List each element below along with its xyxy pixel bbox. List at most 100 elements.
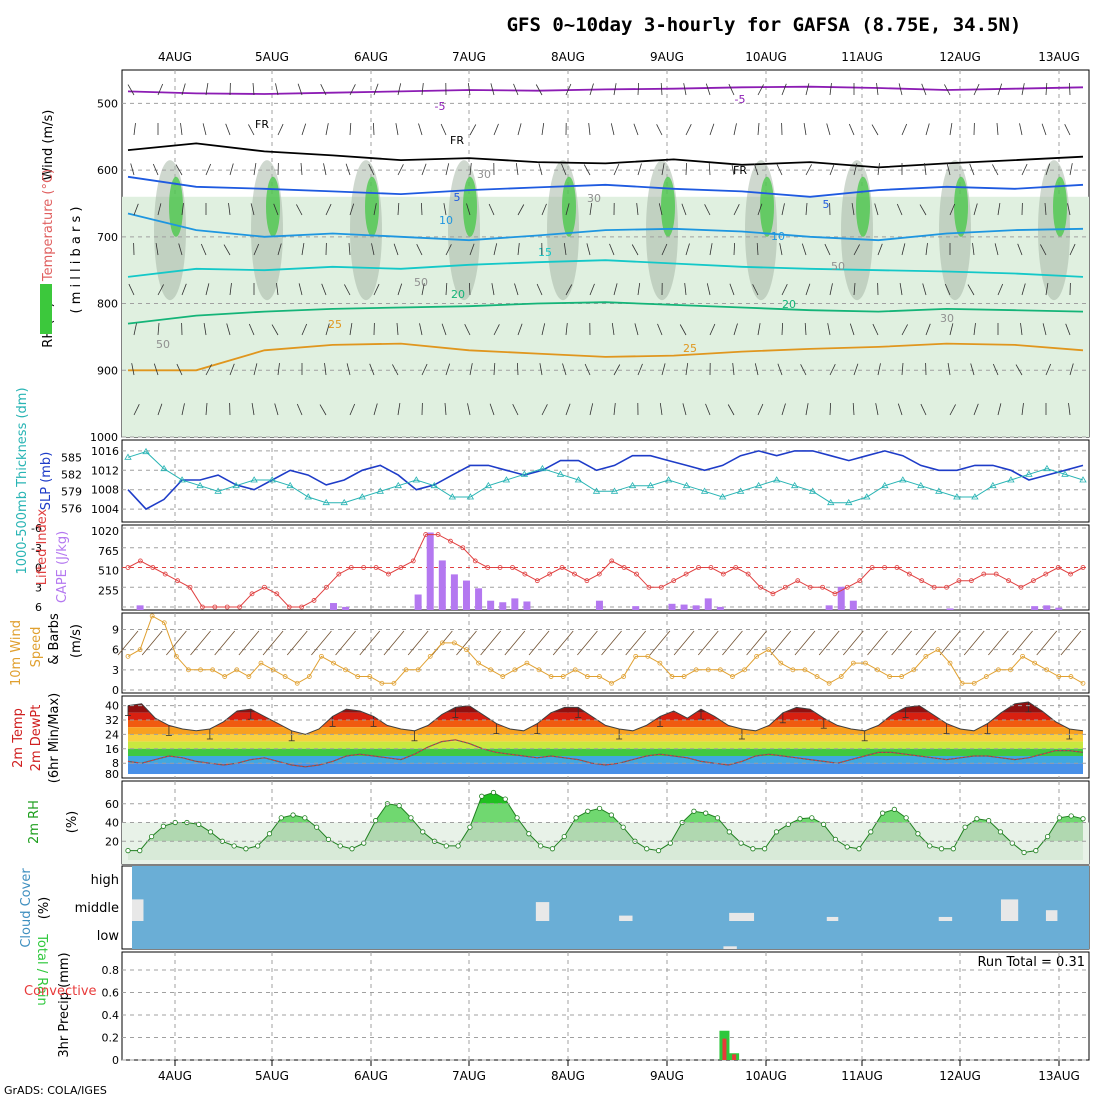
ylabel-temperature: Temperature (°C) bbox=[41, 169, 56, 282]
wind-speed-point bbox=[512, 667, 518, 673]
upper-barb bbox=[275, 83, 279, 96]
lifted-index-point bbox=[286, 604, 292, 610]
isotherm-line-5 bbox=[127, 301, 1084, 325]
wind-speed-point bbox=[597, 674, 602, 679]
upper-barb bbox=[805, 83, 810, 96]
wind-barb bbox=[166, 630, 187, 656]
thickness-point bbox=[520, 470, 529, 477]
rh-point bbox=[278, 815, 284, 821]
lifted-index-point bbox=[944, 584, 949, 590]
cape-bar bbox=[632, 606, 640, 610]
upper-barb bbox=[464, 324, 471, 336]
upper-barb bbox=[229, 363, 235, 376]
cape-bar bbox=[136, 605, 144, 610]
li-ylabel: Lifted Index CAPE (J/kg) bbox=[35, 508, 70, 603]
upper-barb bbox=[229, 283, 232, 296]
precip-ytick-1: 0.2 bbox=[102, 1032, 120, 1045]
temp-band-0 bbox=[128, 702, 1083, 713]
wind-ytick-2: 6 bbox=[112, 644, 119, 657]
isotherm-label-0: -5 bbox=[435, 100, 446, 113]
thickness-point bbox=[142, 447, 150, 455]
rh-band-3 bbox=[128, 841, 1083, 860]
upper-barb bbox=[872, 323, 879, 336]
upper-barb bbox=[493, 362, 496, 376]
upper-barb bbox=[757, 403, 764, 416]
upper-wind-barbs bbox=[127, 82, 1076, 416]
wind-speed-point bbox=[681, 674, 687, 679]
thickness-point bbox=[574, 476, 583, 483]
precip-bar-convective bbox=[722, 1038, 727, 1060]
thickness-point bbox=[322, 498, 330, 506]
thickness-point bbox=[394, 481, 402, 489]
upper-barb bbox=[922, 283, 927, 296]
upper-barb bbox=[373, 283, 380, 296]
rh-point bbox=[479, 793, 485, 799]
cloud-background bbox=[132, 866, 1089, 949]
upper-barb bbox=[805, 283, 811, 296]
upper-barb bbox=[1017, 243, 1023, 256]
upper-barb bbox=[563, 243, 567, 256]
li-ytick-0: -6 bbox=[31, 522, 42, 535]
wind-speed-point bbox=[609, 680, 614, 686]
upper-barb bbox=[727, 404, 735, 416]
thickness-point bbox=[502, 476, 511, 483]
isotherm-line-2 bbox=[127, 175, 1084, 198]
wind-speed-point bbox=[935, 647, 941, 653]
upper-barb bbox=[656, 124, 663, 136]
rh-shade-green-7 bbox=[856, 176, 870, 237]
isotherm-label-6: 5 bbox=[823, 198, 830, 211]
upper-barb bbox=[175, 164, 183, 176]
lifted-index-point bbox=[832, 591, 838, 597]
upper-barb bbox=[949, 203, 956, 216]
upper-barb bbox=[397, 164, 404, 176]
cape-bar bbox=[523, 601, 531, 610]
rh-shade-green-3 bbox=[463, 176, 477, 237]
upper-barb bbox=[178, 243, 183, 256]
upper-ytick-3: 800 bbox=[97, 298, 118, 311]
upper-barb bbox=[493, 324, 500, 336]
upper-barb bbox=[803, 123, 807, 136]
wind-speed-point bbox=[500, 674, 506, 679]
upper-barb bbox=[853, 244, 860, 256]
rh-shade-green-1 bbox=[266, 176, 280, 237]
wind-speed-point bbox=[923, 653, 929, 659]
upper-barb bbox=[515, 163, 519, 176]
upper-barb bbox=[325, 323, 330, 336]
upper-barb bbox=[371, 243, 375, 256]
isotherm-label-13: 25 bbox=[683, 342, 697, 355]
upper-barb bbox=[157, 83, 164, 96]
wind-speed-point bbox=[621, 674, 627, 679]
li-ytick-4: 6 bbox=[35, 601, 42, 614]
temp-band-2 bbox=[128, 720, 1083, 728]
upper-barb bbox=[345, 163, 351, 176]
upper-barb bbox=[684, 283, 687, 296]
wind-speed-point bbox=[137, 647, 143, 653]
footer-credit: GrADS: COLA/IGES bbox=[4, 1084, 107, 1097]
upper-barb bbox=[805, 403, 809, 416]
upper-barb bbox=[589, 403, 594, 416]
wind-speed-point bbox=[730, 674, 735, 679]
rh-point bbox=[915, 831, 921, 837]
wind-speed-point bbox=[899, 674, 905, 679]
upper-barb bbox=[994, 243, 999, 256]
upper-air-group: 5006007008009001000-5-5FRFRFR55101015202… bbox=[40, 82, 1089, 444]
upper-barb bbox=[349, 323, 353, 336]
ylabel-cloud-cover: Cloud Cover bbox=[19, 868, 34, 948]
upper-barb bbox=[514, 283, 519, 296]
cape-bar bbox=[499, 602, 507, 610]
rh-shade-green-6 bbox=[760, 176, 774, 237]
wind-speed-point bbox=[705, 667, 711, 673]
thickness-point bbox=[304, 493, 312, 500]
upper-barb bbox=[273, 203, 279, 216]
wind-barb bbox=[673, 630, 695, 656]
rh-point bbox=[608, 812, 614, 818]
thickness-point bbox=[214, 487, 222, 494]
rh-shade-green-2 bbox=[365, 176, 379, 237]
cloud-segment bbox=[1045, 910, 1058, 921]
temp-band-3 bbox=[128, 727, 1083, 735]
precip-ytick-4: 0.8 bbox=[102, 964, 120, 977]
wind-speed-point bbox=[331, 660, 336, 666]
rh-point bbox=[655, 848, 662, 854]
date-label-top-6: 10AUG bbox=[745, 50, 787, 64]
upper-ytick-0: 500 bbox=[97, 97, 118, 110]
